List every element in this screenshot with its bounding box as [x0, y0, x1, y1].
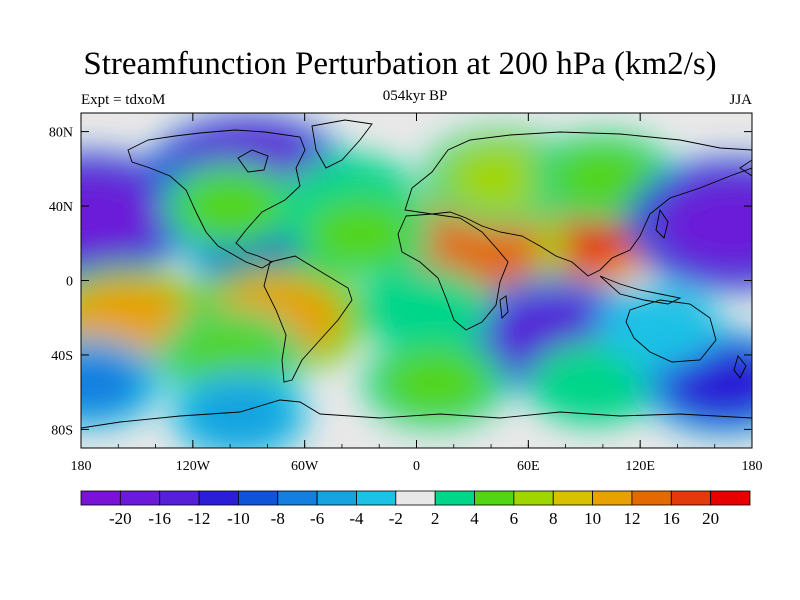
coastline-antarctica	[81, 399, 752, 429]
colorbar: -20 -16 -12 -10 -8 -6 -4 -2 2 4 6 8 10 12 16 20	[80, 490, 751, 528]
x-tick-label: 120W	[176, 459, 211, 474]
colorbar-swatch	[710, 490, 751, 506]
colorbar-label: 6	[510, 509, 519, 528]
y-tick-label: 0	[66, 275, 73, 290]
coastline-new-zealand	[733, 355, 747, 379]
colorbar-swatch	[631, 490, 672, 506]
coastline-greenland	[311, 119, 373, 169]
field-region	[176, 321, 284, 389]
season-label: JJA	[729, 92, 752, 108]
period-label: 054kyr BP	[382, 88, 448, 104]
colorbar-swatch	[159, 490, 200, 506]
x-tick-label: 180	[742, 459, 763, 474]
field-region	[179, 173, 282, 239]
coastline-africa	[397, 213, 509, 331]
y-tick-label: 40S	[51, 349, 73, 364]
field-region	[442, 141, 558, 215]
colorbar-swatch	[277, 490, 318, 506]
colorbar-swatch	[316, 490, 357, 506]
x-tick-label: 60E	[517, 459, 540, 474]
colorbar-label: 2	[431, 509, 440, 528]
field-region	[377, 277, 475, 340]
coastline-hudson-bay	[237, 149, 269, 173]
field-region	[549, 144, 657, 212]
colorbar-swatch	[670, 490, 712, 506]
field-region	[612, 297, 706, 357]
colorbar-label: -6	[310, 509, 324, 528]
colorbar-swatch	[238, 490, 279, 506]
colorbar-label: -2	[389, 509, 403, 528]
y-tick-label: 80N	[49, 126, 73, 141]
x-tick-label: 180	[71, 459, 92, 474]
colorbar-swatch	[356, 490, 397, 506]
field-region	[81, 349, 144, 417]
x-tick-label: 120E	[625, 459, 655, 474]
y-tick-label: 40N	[49, 200, 73, 215]
contour-field	[81, 113, 752, 448]
map-title: Streamfunction Perturbation at 200 hPa (…	[83, 46, 717, 82]
field-region	[81, 168, 166, 263]
colorbar-swatch	[395, 490, 436, 506]
experiment-label: Expt = tdxoM	[81, 92, 166, 108]
field-region	[307, 200, 414, 268]
coastline-south-america	[263, 255, 353, 383]
coastlines	[81, 119, 752, 429]
colorbar-label: 4	[470, 509, 479, 528]
colorbar-swatch	[198, 490, 239, 506]
colorbar-label: 10	[584, 509, 601, 528]
coastline-indonesia	[599, 275, 682, 305]
colorbar-swatch	[434, 490, 475, 506]
colorbar-label: 20	[702, 509, 719, 528]
colorbar-label: -16	[148, 509, 171, 528]
colorbar-swatch	[474, 490, 515, 506]
colorbar-label: 16	[663, 509, 680, 528]
colorbar-label: 12	[623, 509, 640, 528]
colorbar-swatch	[80, 490, 121, 506]
colorbar-label: -4	[349, 509, 364, 528]
colorbar-swatch	[552, 490, 593, 506]
field-region	[381, 349, 489, 417]
colorbar-swatch	[592, 490, 633, 506]
x-tick-label: 60W	[291, 459, 319, 474]
coastline-australia	[625, 299, 717, 363]
colorbar-label: -20	[109, 509, 132, 528]
field-region	[653, 175, 752, 275]
colorbar-label: -10	[227, 509, 250, 528]
coastline-north-america	[127, 129, 306, 269]
axes: 180 120W 60W 0 60E 120E 180 80N 40N 0 40S 80S	[49, 113, 763, 474]
field-region	[544, 351, 643, 415]
colorbar-swatch	[119, 490, 161, 506]
colorbar-label: -12	[188, 509, 211, 528]
colorbar-swatch	[513, 490, 554, 506]
coastline-alaska-east	[739, 159, 752, 177]
coastline-europe-asia	[404, 131, 752, 277]
colorbar-label: -8	[271, 509, 285, 528]
colorbar-label: 8	[549, 509, 558, 528]
x-tick-label: 0	[413, 459, 420, 474]
y-tick-label: 80S	[51, 423, 73, 438]
coastline-japan	[655, 208, 669, 239]
coastline-madagascar	[499, 295, 509, 319]
field-region	[188, 382, 291, 447]
